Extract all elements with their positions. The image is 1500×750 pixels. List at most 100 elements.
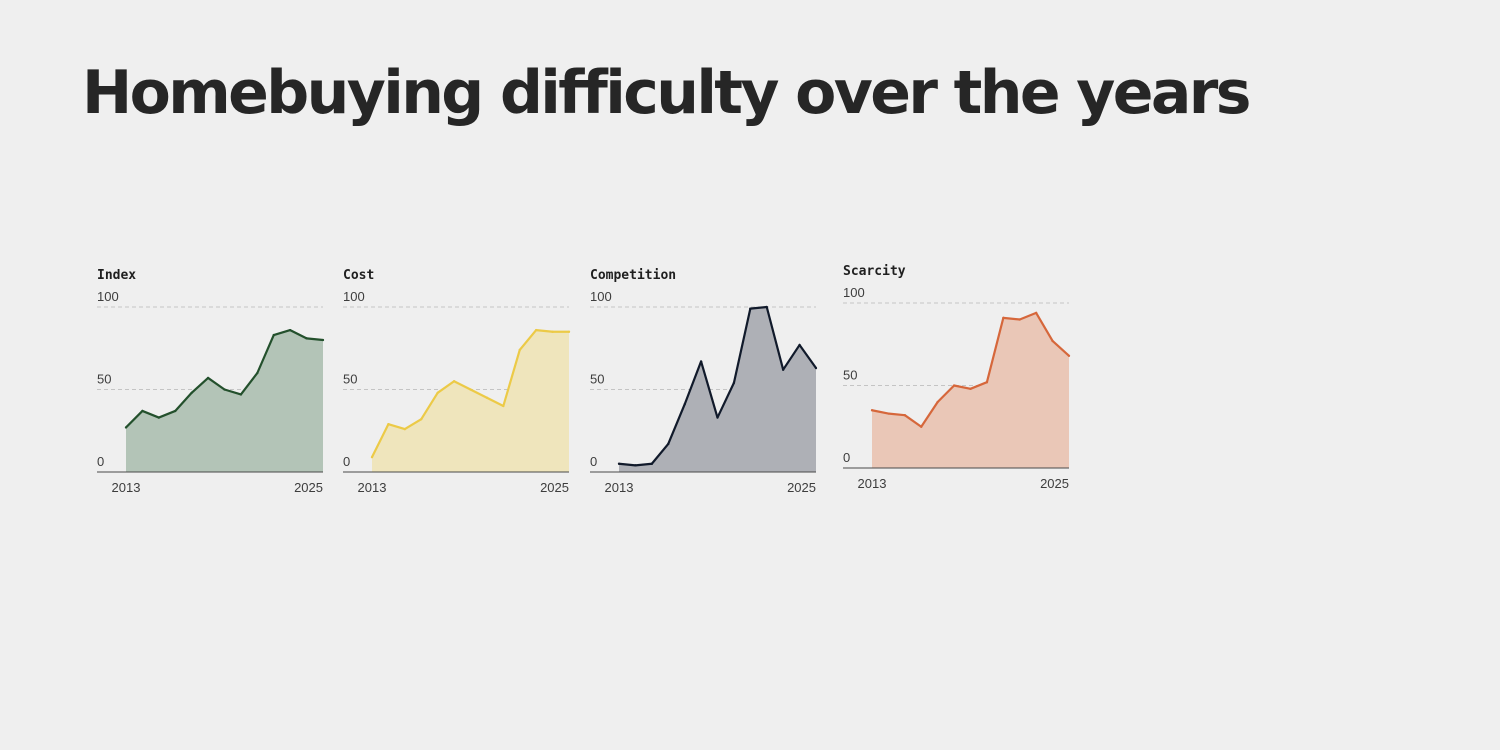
chart-scarcity-xtick-end: 2025: [1040, 476, 1069, 491]
chart-index-point-2015: [157, 416, 160, 419]
chart-cost-area: [372, 330, 569, 472]
chart-cost-title: Cost: [343, 268, 374, 283]
chart-index-segment-1: [141, 409, 160, 419]
chart-competition-segment-9: [765, 305, 785, 371]
chart-scarcity-segment-6: [969, 381, 989, 390]
chart-scarcity-point-2016: [920, 425, 923, 428]
chart-cost-point-2022: [518, 348, 521, 351]
chart-scarcity-ytick-100: 100: [843, 285, 865, 300]
chart-competition-segment-7: [732, 307, 752, 385]
chart-competition-point-2021: [749, 307, 752, 310]
chart-cost-segment-4: [436, 380, 456, 394]
chart-index-point-2025: [321, 338, 325, 342]
chart-cost-segment-3: [420, 391, 439, 421]
chart-cost-segment-2: [403, 418, 423, 431]
chart-index-point-2023: [289, 329, 292, 332]
chart-competition-point-2019: [716, 416, 719, 419]
chart-cost-segment-6: [469, 388, 489, 399]
chart-scarcity-point-2021: [1002, 316, 1005, 319]
chart-scarcity-segment-3: [920, 400, 939, 428]
chart-index-segment-6: [223, 388, 243, 396]
chart-scarcity-point-2020: [985, 381, 989, 384]
chart-cost-point-2021: [502, 404, 505, 408]
chart-index-segment-5: [206, 376, 226, 391]
chart-cost-point-2023: [535, 329, 538, 332]
chart-index-ytick-0: 0: [97, 454, 104, 469]
chart-competition-segment-3: [667, 403, 686, 446]
chart-cost-point-2013: [370, 456, 374, 459]
chart-index-xtick-end: 2025: [294, 480, 323, 495]
chart-scarcity-point-2018: [952, 384, 956, 387]
chart-index-segment-4: [190, 376, 210, 394]
chart-cost-point-2016: [420, 418, 423, 421]
chart-cost-point-2019: [469, 388, 472, 391]
chart-scarcity-area: [872, 312, 1069, 468]
chart-scarcity-point-2013: [870, 409, 874, 412]
chart-competition-segment-5: [699, 360, 719, 419]
chart-cost-segment-7: [485, 396, 505, 408]
chart-competition-segment-6: [716, 381, 736, 419]
chart-scarcity-segment-1: [887, 412, 906, 417]
chart-scarcity-point-2014: [887, 412, 890, 415]
chart-cost-segment-1: [387, 423, 406, 431]
chart-index-point-2020: [239, 393, 243, 396]
chart-cost-xtick-start: 2013: [358, 480, 387, 495]
chart-competition-ytick-50: 50: [590, 372, 604, 387]
chart-cost-ytick-50: 50: [343, 372, 357, 387]
chart-cost-point-2025: [567, 330, 571, 333]
chart-panel-scarcity: Scarcity 0 50 100 2013 2025: [843, 258, 1073, 498]
chart-cost-point-2014: [387, 423, 390, 426]
chart-scarcity-point-2024: [1051, 339, 1054, 343]
chart-index-segment-9: [272, 328, 292, 337]
chart-panel-index: Index 0 50 100 2013 2025: [97, 262, 327, 502]
chart-competition-xtick-start: 2013: [605, 480, 634, 495]
chart-competition-point-2013: [617, 462, 621, 465]
chart-cost-ytick-100: 100: [343, 289, 365, 304]
chart-scarcity-segment-0: [870, 409, 890, 415]
chart-cost-svg: Cost 0 50 100 2013 2025: [343, 268, 571, 495]
chart-index-segment-2: [157, 409, 177, 419]
chart-index-point-2022: [272, 333, 275, 337]
chart-competition-point-2014: [634, 464, 637, 467]
chart-competition-point-2018: [699, 360, 703, 363]
page-title: Homebuying difficulty over the years: [82, 58, 1251, 128]
chart-scarcity-point-2025: [1067, 354, 1071, 357]
chart-panel-competition: Competition 0 50 100 2013 2025: [590, 262, 820, 502]
chart-panel-cost: Cost 0 50 100 2013 2025: [343, 262, 573, 502]
chart-competition-point-2020: [732, 381, 736, 384]
chart-index-segment-7: [239, 371, 259, 396]
chart-index-area: [126, 330, 323, 472]
chart-scarcity-segment-11: [1051, 339, 1071, 357]
chart-scarcity-point-2023: [1035, 311, 1038, 314]
chart-index-point-2024: [305, 337, 308, 340]
chart-index-point-2013: [124, 426, 128, 429]
chart-competition-point-2016: [667, 442, 670, 446]
chart-competition-point-2025: [814, 366, 818, 370]
chart-cost-point-2020: [485, 396, 489, 399]
chart-index-point-2016: [174, 409, 177, 413]
chart-competition-point-2015: [650, 462, 653, 465]
chart-scarcity-segment-7: [985, 316, 1005, 384]
chart-scarcity-segment-2: [903, 414, 923, 428]
chart-cost-segment-8: [502, 348, 521, 408]
chart-scarcity-svg: Scarcity 0 50 100 2013 2025: [843, 264, 1071, 491]
chart-index-point-2021: [256, 371, 259, 375]
chart-cost-point-2018: [452, 380, 456, 383]
chart-competition-ytick-0: 0: [590, 454, 597, 469]
chart-competition-point-2023: [782, 368, 785, 371]
chart-competition-segment-10: [782, 343, 801, 371]
chart-index-xtick-start: 2013: [112, 480, 141, 495]
chart-competition-segment-4: [683, 360, 703, 406]
chart-cost-point-2015: [403, 428, 406, 431]
chart-index-ytick-50: 50: [97, 372, 111, 387]
chart-index-point-2014: [141, 409, 144, 413]
chart-index-segment-0: [124, 409, 144, 429]
chart-cost-segment-0: [370, 423, 390, 459]
chart-scarcity-segment-10: [1035, 311, 1054, 343]
chart-cost-ytick-0: 0: [343, 454, 350, 469]
chart-competition-segment-8: [749, 305, 768, 310]
chart-competition-xtick-end: 2025: [787, 480, 816, 495]
chart-index-point-2019: [223, 388, 226, 391]
chart-competition-point-2017: [683, 403, 686, 406]
chart-competition-svg: Competition 0 50 100 2013 2025: [590, 268, 818, 495]
